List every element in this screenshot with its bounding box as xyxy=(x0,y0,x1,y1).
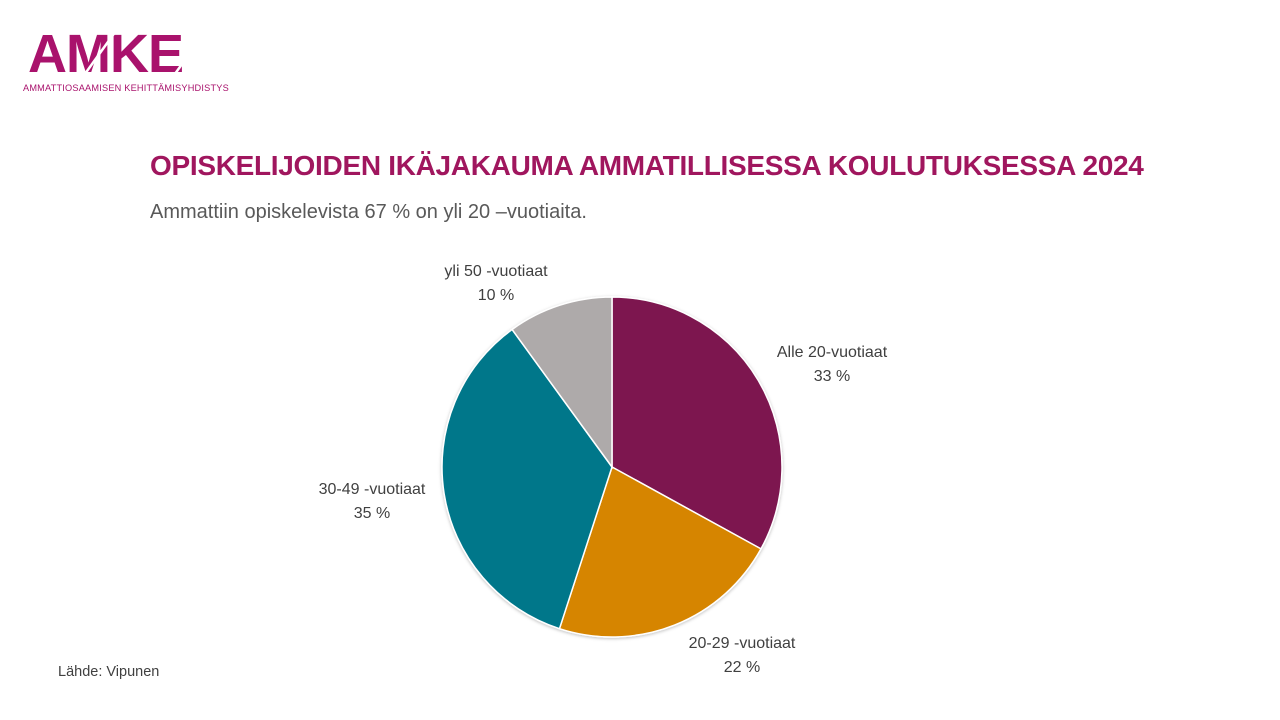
pie-slice-2 xyxy=(558,465,762,638)
pie-slice-1 xyxy=(611,296,783,550)
slice-label-3: 30-49 -vuotiaat xyxy=(319,481,426,498)
slice-label-2: 20-29 -vuotiaat xyxy=(689,635,796,652)
slice-value-label-3: 35 % xyxy=(354,505,390,522)
logo-slash-decoration xyxy=(80,27,210,79)
chart-title: OPISKELIJOIDEN IKÄJAKAUMA AMMATILLISESSA… xyxy=(150,150,1144,181)
slice-value-label-1: 33 % xyxy=(814,368,850,385)
slice-value-label-2: 22 % xyxy=(724,659,760,676)
slice-label-4: yli 50 -vuotiaat xyxy=(444,263,548,280)
pie-slice-4 xyxy=(511,296,613,470)
amke-logo: AMKE AMMATTIOSAAMISEN KEHITTÄMISYHDISTYS xyxy=(22,26,232,98)
slice-label-1: Alle 20-vuotiaat xyxy=(777,344,888,361)
logo-tagline: AMMATTIOSAAMISEN KEHITTÄMISYHDISTYS xyxy=(23,83,229,93)
source-note: Lähde: Vipunen xyxy=(58,664,160,680)
pie-slice-3 xyxy=(441,328,613,630)
slice-value-label-4: 10 % xyxy=(478,287,514,304)
logo-wordmark: AMKE xyxy=(28,24,184,84)
chart-subtitle: Ammattiin opiskelevista 67 % on yli 20 –… xyxy=(150,201,587,223)
